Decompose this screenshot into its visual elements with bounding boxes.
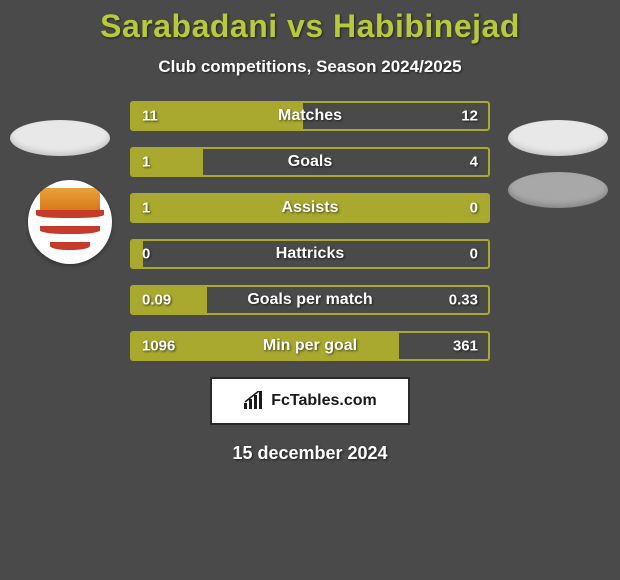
- stat-value-right: 4: [470, 154, 478, 171]
- stat-row: 0.09 0.33 Goals per match: [130, 285, 490, 315]
- stat-label: Goals per match: [247, 291, 372, 309]
- stat-value-left: 1096: [142, 338, 175, 355]
- left-club-crest: FOOLAD: [28, 180, 112, 264]
- stat-row: 0 0 Hattricks: [130, 239, 490, 269]
- comparison-bars: 11 12 Matches 1 4 Goals 1 0 Assists 0 0 Hattricks 0.…: [130, 101, 490, 361]
- crest-label: FOOLAD: [28, 212, 112, 219]
- page-subtitle: Club competitions, Season 2024/2025: [0, 57, 620, 77]
- snapshot-date: 15 december 2024: [0, 443, 620, 464]
- root: Sarabadani vs Habibinejad Club competiti…: [0, 0, 620, 580]
- stat-label: Assists: [282, 199, 339, 217]
- stat-row: 1 4 Goals: [130, 147, 490, 177]
- left-club-oval: [10, 120, 110, 156]
- stat-value-left: 1: [142, 200, 150, 217]
- stat-value-right: 0: [470, 246, 478, 263]
- right-club-oval-2: [508, 172, 608, 208]
- stat-label: Goals: [288, 153, 332, 171]
- stat-value-left: 1: [142, 154, 150, 171]
- stat-label: Hattricks: [276, 245, 344, 263]
- stat-label: Matches: [278, 107, 342, 125]
- crest-icon: FOOLAD: [28, 180, 112, 264]
- stat-value-right: 0.33: [449, 292, 478, 309]
- stat-value-right: 12: [461, 108, 478, 125]
- stat-fill-right: [203, 149, 488, 175]
- stat-value-right: 0: [470, 200, 478, 217]
- fctables-logo-text: FcTables.com: [271, 392, 377, 410]
- stat-value-left: 0.09: [142, 292, 171, 309]
- bar-chart-icon: [243, 391, 265, 411]
- stat-value-left: 0: [142, 246, 150, 263]
- stat-value-right: 361: [453, 338, 478, 355]
- stat-row: 11 12 Matches: [130, 101, 490, 131]
- stat-label: Min per goal: [263, 337, 357, 355]
- page-title: Sarabadani vs Habibinejad: [0, 8, 620, 45]
- stat-value-left: 11: [142, 108, 158, 125]
- right-club-oval-1: [508, 120, 608, 156]
- fctables-logo-card: FcTables.com: [210, 377, 410, 425]
- stat-row: 1 0 Assists: [130, 193, 490, 223]
- stat-row: 1096 361 Min per goal: [130, 331, 490, 361]
